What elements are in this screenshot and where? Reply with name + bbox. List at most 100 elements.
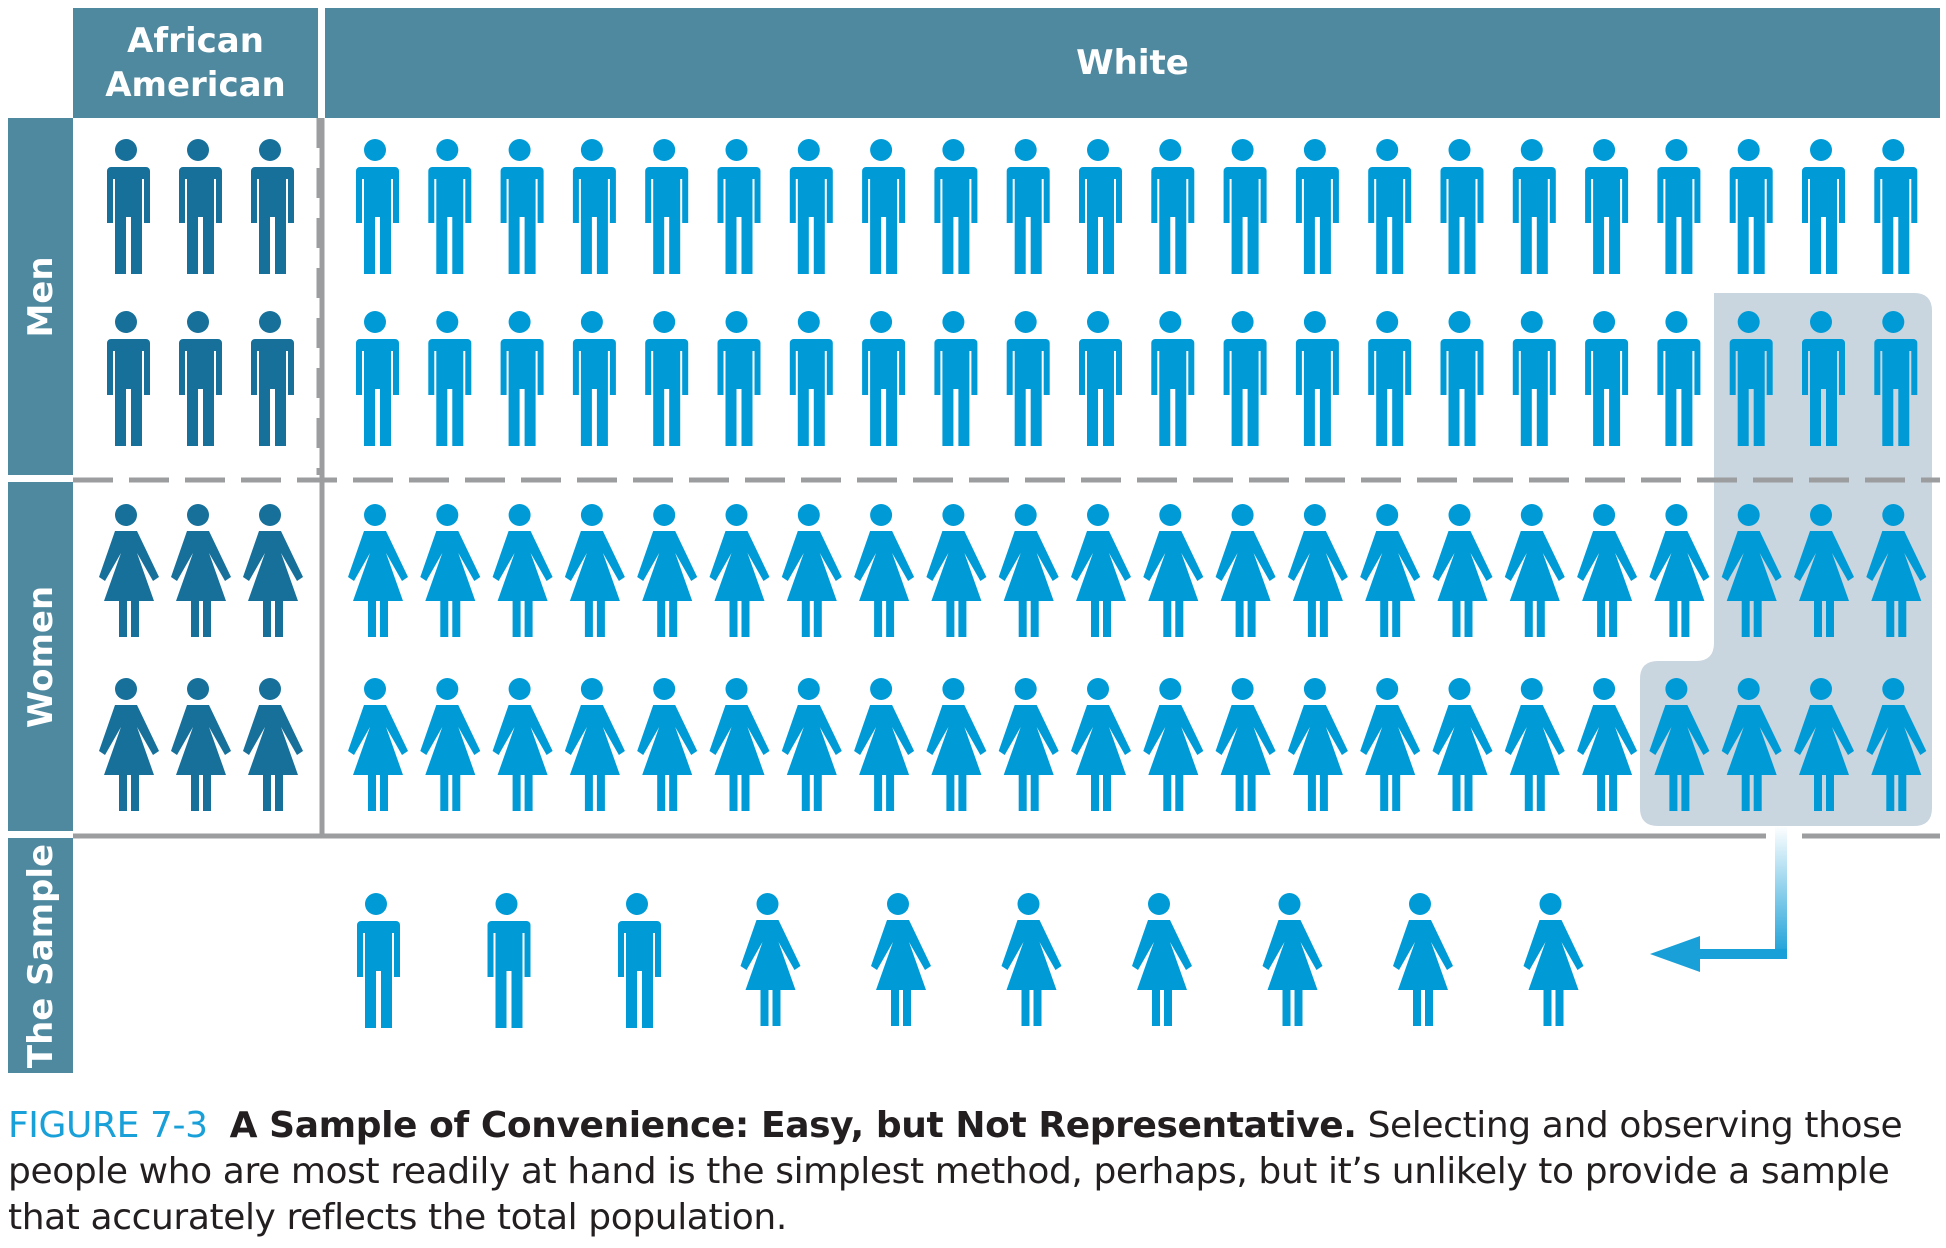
white-woman-figure <box>1215 678 1276 811</box>
white-woman-figure <box>348 678 408 811</box>
white-man-figure <box>1150 139 1195 274</box>
white-woman-figure <box>1794 504 1854 637</box>
white-woman-figure <box>926 504 987 637</box>
white-man-figure <box>1150 311 1195 446</box>
white-woman-figure <box>1143 678 1204 811</box>
white-woman-figure <box>1577 678 1638 811</box>
white-woman-figure <box>420 504 481 637</box>
white-woman-figure <box>1649 678 1710 811</box>
white-man-figure <box>1005 311 1050 446</box>
white-man-figure <box>788 139 833 274</box>
african-american-woman-figure <box>99 504 159 637</box>
white-man-figure <box>427 139 472 274</box>
white-man-figure <box>1078 139 1122 274</box>
white-man-figure <box>1584 139 1629 274</box>
white-man-figure <box>644 139 689 274</box>
white-woman-figure <box>1794 678 1854 811</box>
selection-highlight <box>1640 293 1932 826</box>
white-man-figure <box>1367 311 1412 446</box>
white-man-figure <box>571 311 616 446</box>
white-man-figure <box>355 311 399 446</box>
white-woman-figure <box>1577 504 1638 637</box>
white-man-figure <box>1656 139 1701 274</box>
white-man-figure <box>1439 311 1484 446</box>
white-man-figure <box>1511 311 1556 446</box>
white-woman-figure <box>1143 504 1204 637</box>
white-woman-figure <box>1071 504 1131 637</box>
sample-woman-figure <box>1393 893 1453 1026</box>
white-woman-figure <box>1071 678 1131 811</box>
row-header-women-label: Women <box>20 585 61 728</box>
white-woman-figure <box>492 504 553 637</box>
sample-man-figure <box>617 893 661 1028</box>
white-man-figure <box>1656 311 1701 446</box>
column-header-white: White <box>325 8 1940 118</box>
white-man-figure <box>1728 311 1773 446</box>
white-man-figure <box>644 311 689 446</box>
white-woman-figure <box>854 678 915 811</box>
row-header-women: Women <box>8 482 73 831</box>
sample-woman-figure <box>1262 893 1323 1026</box>
white-man-figure <box>1294 311 1339 446</box>
white-woman-figure <box>781 678 842 811</box>
white-man-figure <box>716 311 761 446</box>
row-header-men: Men <box>8 118 73 475</box>
white-man-figure <box>1801 139 1845 274</box>
african-american-man-figure <box>178 311 222 446</box>
white-man-figure <box>1294 139 1339 274</box>
sample-woman-figure <box>871 893 931 1026</box>
white-woman-figure <box>1287 504 1348 637</box>
white-man-figure <box>933 139 978 274</box>
white-man-figure <box>571 139 616 274</box>
white-man-figure <box>788 311 833 446</box>
white-woman-figure <box>998 504 1059 637</box>
white-woman-figure <box>564 678 625 811</box>
white-man-figure <box>933 311 978 446</box>
row-header-sample: The Sample <box>8 838 73 1073</box>
white-woman-figure <box>637 504 698 637</box>
caption-title: A Sample of Convenience: Easy, but Not R… <box>229 1105 1357 1146</box>
white-woman-figure <box>1432 678 1493 811</box>
white-woman-figure <box>1432 504 1493 637</box>
white-man-figure <box>716 139 761 274</box>
white-woman-figure <box>492 678 553 811</box>
figure-area: African American White Men Women The Sam… <box>8 8 1940 1073</box>
sample-man-figure <box>486 893 531 1028</box>
white-woman-figure <box>926 678 987 811</box>
white-woman-figure <box>348 504 408 637</box>
white-woman-figure <box>1287 678 1348 811</box>
white-woman-figure <box>1866 678 1927 811</box>
row-header-sample-label: The Sample <box>20 843 61 1068</box>
white-man-figure <box>1801 311 1845 446</box>
white-woman-figure <box>854 504 915 637</box>
white-man-figure <box>1222 139 1267 274</box>
white-woman-figure <box>1721 504 1782 637</box>
african-american-man-figure <box>250 139 294 274</box>
caption-text: Selecting and observing those people who… <box>8 1105 1903 1238</box>
african-american-woman-figure <box>243 678 303 811</box>
white-man-figure <box>1078 311 1122 446</box>
white-man-figure <box>1439 139 1484 274</box>
white-woman-figure <box>564 504 625 637</box>
selection-arrow <box>1650 826 1787 972</box>
white-woman-figure <box>1360 678 1421 811</box>
white-woman-figure <box>1504 678 1565 811</box>
white-man-figure <box>1367 139 1412 274</box>
white-man-figure <box>355 139 399 274</box>
african-american-woman-figure <box>171 504 231 637</box>
white-woman-figure <box>420 678 481 811</box>
white-man-figure <box>1728 139 1773 274</box>
african-american-man-figure <box>178 139 222 274</box>
white-man-figure <box>1222 311 1267 446</box>
white-woman-figure <box>781 504 842 637</box>
white-woman-figure <box>709 504 770 637</box>
column-header-african-american: African American <box>73 8 318 118</box>
white-woman-figure <box>998 678 1059 811</box>
sample-woman-figure <box>1001 893 1062 1026</box>
white-woman-figure <box>1721 678 1782 811</box>
african-american-woman-figure <box>243 504 303 637</box>
african-american-man-figure <box>106 139 150 274</box>
white-woman-figure <box>1360 504 1421 637</box>
sample-woman-figure <box>1132 893 1192 1026</box>
white-man-figure <box>1584 311 1629 446</box>
